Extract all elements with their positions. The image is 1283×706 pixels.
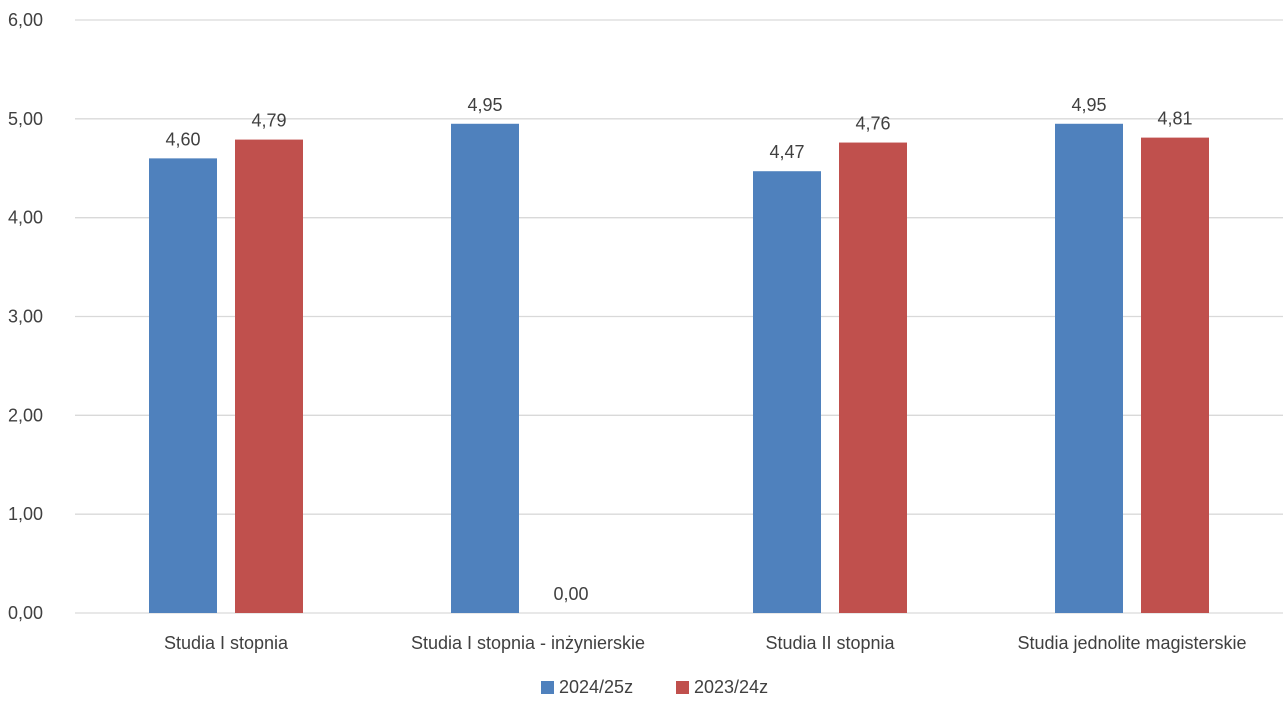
x-category-label: Studia II stopnia [765,633,895,653]
y-tick-label: 6,00 [8,10,43,30]
y-tick-label: 2,00 [8,405,43,425]
data-label: 0,00 [553,584,588,604]
data-label: 4,79 [251,111,286,131]
bars [149,123,1209,614]
legend-swatch [541,681,554,694]
y-tick-label: 1,00 [8,504,43,524]
bar-series-2 [839,142,907,613]
bar-series-2 [1141,137,1209,613]
bar-series-2 [235,139,303,614]
x-category-label: Studia jednolite magisterskie [1017,633,1246,653]
legend-item: 2023/24z [676,677,768,697]
y-tick-label: 4,00 [8,208,43,228]
y-tick-label: 0,00 [8,603,43,623]
data-label: 4,95 [467,95,502,115]
data-label: 4,47 [769,142,804,162]
data-label: 4,60 [165,129,200,149]
bar-series-1 [1055,123,1123,614]
bar-series-1 [451,123,519,614]
y-tick-label: 3,00 [8,307,43,327]
data-label: 4,81 [1157,109,1192,129]
legend: 2024/25z 2023/24z [541,677,768,697]
y-axis-tick-labels: 0,00 1,00 2,00 3,00 4,00 5,00 6,00 [8,10,43,623]
data-labels: 4,60 4,79 4,95 0,00 4,47 4,76 4,95 4,81 [165,95,1192,604]
legend-item: 2024/25z [541,677,633,697]
legend-swatch [676,681,689,694]
x-category-label: Studia I stopnia - inżynierskie [411,633,645,653]
y-tick-label: 5,00 [8,109,43,129]
x-axis-category-labels: Studia I stopnia Studia I stopnia - inżyn… [164,633,1247,653]
bar-series-1 [149,158,217,613]
data-label: 4,95 [1071,95,1106,115]
bar-series-1 [753,171,821,613]
data-label: 4,76 [855,114,890,134]
x-category-label: Studia I stopnia [164,633,289,653]
legend-label: 2023/24z [694,677,768,697]
legend-label: 2024/25z [559,677,633,697]
